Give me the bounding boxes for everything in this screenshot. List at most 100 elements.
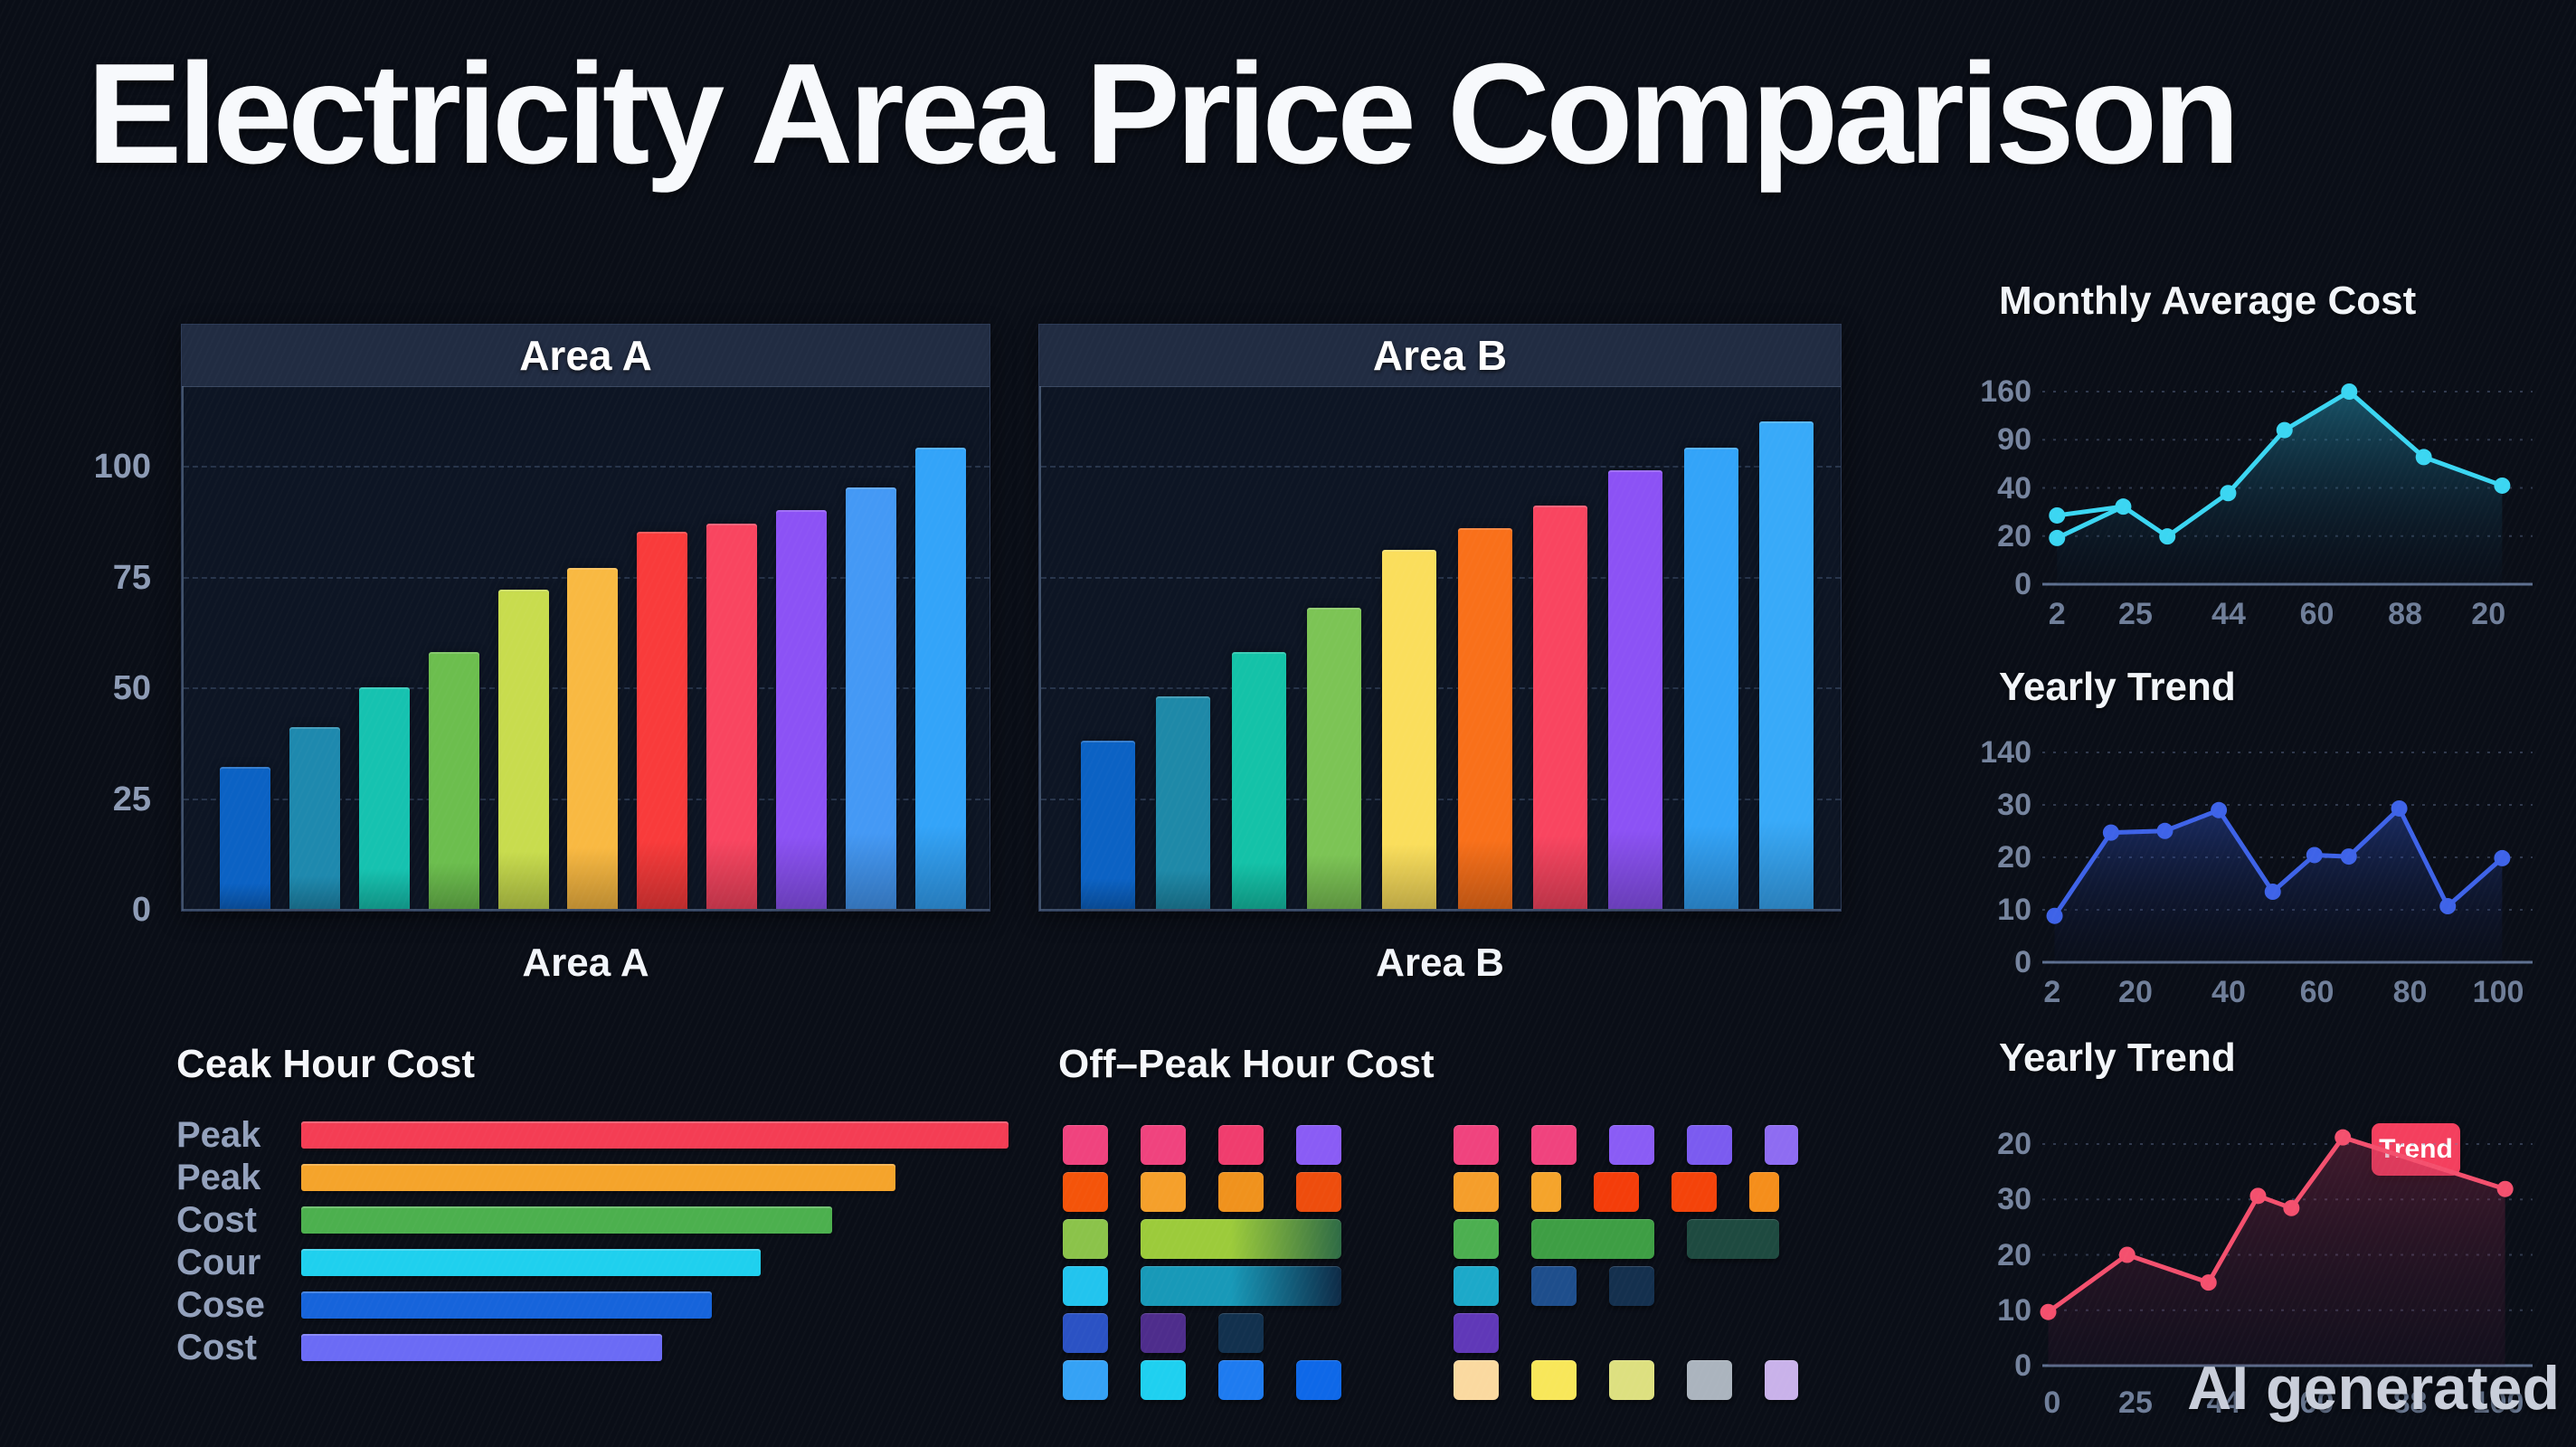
heat-tile [1218,1360,1264,1400]
data-point-marker [2211,801,2228,818]
y-tick-label: 0 [2014,1348,2031,1383]
y-tick-label: 90 [1997,422,2031,458]
heat-row [1454,1360,1798,1400]
hbar-row-label: Peak [176,1158,261,1197]
heat-tile [1454,1266,1499,1306]
data-point-marker [2049,529,2066,546]
heat-tile [1296,1172,1341,1212]
hbar-row: Cose [176,1285,1027,1325]
bar-area_a-7 [637,532,688,909]
bar-area_b-7 [1532,506,1587,909]
data-point-marker [2115,498,2132,515]
monthly-plot [2042,380,2533,586]
bar-area_a-1 [220,767,270,909]
data-point-marker [2200,1274,2217,1291]
heat-tile [1218,1313,1264,1353]
data-point-marker [2264,884,2281,901]
area-fill [2048,1137,2505,1366]
heat-tile [1609,1360,1654,1400]
area-b-chart-title: Area B [1039,325,1841,387]
heat-tile [1454,1125,1499,1165]
y-tick-label: 0 [2014,945,2031,979]
data-point-marker [2415,449,2432,466]
heat-tile [1063,1125,1108,1165]
heat-tile [1141,1219,1341,1259]
yearly-trend-bottom-chart: Yearly Trend Trend 0 10 20 30 20 0 25 44 60 88 100 [1979,1036,2576,1433]
gridline [1041,798,1841,800]
hbar-track [301,1121,1027,1149]
data-point-marker [2496,1180,2514,1197]
hbar-row: Peak [176,1117,1027,1153]
y-tick-label: 10 [1997,893,2031,927]
bar-area_b-4 [1306,608,1361,909]
x-tick-label: 44 [2206,1386,2241,1420]
hbar-row-label: Cost [176,1200,257,1240]
data-point-marker [2340,848,2357,865]
heat-tile [1531,1360,1577,1400]
x-tick-label: 60 [2299,597,2334,631]
trend-line [2054,389,2505,541]
x-tick-label: 25 [2118,597,2153,631]
hbar-row-label: Cose [176,1285,265,1325]
heat-tile [1531,1172,1561,1212]
x-tick-label: 0 [2043,1386,2061,1420]
data-point-marker [2439,898,2457,915]
data-point-marker [2040,1303,2057,1320]
x-tick-label: 100 [2472,1386,2524,1420]
y-tick-label: 20 [1997,1237,2031,1272]
bar-area_b-9 [1683,448,1738,909]
area-b-plot [1039,386,1841,911]
heat-tile [1296,1360,1341,1400]
hbar-track [301,1249,1027,1276]
y-tick-label: 30 [1997,1182,2031,1217]
heat-tile [1141,1266,1341,1306]
x-tick-label: 2 [2043,975,2061,1009]
hbar-track [301,1291,1027,1319]
yearly-trend-chart: Yearly Trend 0 10 20 30 140 2 20 40 60 80 100 [1979,665,2576,1026]
heat-tile [1063,1172,1108,1212]
heat-tile [1609,1125,1654,1165]
heat-tile [1531,1266,1577,1306]
data-point-marker [2283,1199,2300,1216]
heat-row [1063,1219,1341,1259]
heat-tile [1687,1360,1732,1400]
y-tick-label: 20 [1997,840,2031,875]
heat-tile [1749,1172,1779,1212]
heat-tile [1063,1360,1108,1400]
area-a-plot [182,386,990,911]
off-peak-grid-left [1063,1125,1341,1400]
bar-area_a-8 [706,524,758,909]
heat-tile [1141,1360,1186,1400]
y-tick-label: 50 [112,669,151,707]
heat-row [1454,1313,1798,1353]
bar-area_a-3 [358,687,410,909]
bar-area_b-1 [1081,741,1135,909]
heat-tile [1218,1172,1264,1212]
bar-area_a-9 [776,510,828,909]
off-peak-grid-right [1454,1125,1798,1400]
bar-area_b-2 [1156,696,1211,909]
data-point-marker [2276,421,2293,439]
heat-tile [1687,1219,1779,1259]
bar-area_a-11 [914,448,966,909]
area-b-bars [1081,421,1814,909]
y-tick-label: 20 [1997,518,2031,553]
ai-generated-watermark: AI generated [2187,1354,2560,1423]
data-point-marker [2049,506,2066,524]
hbar-row: Peak [176,1158,1027,1197]
data-point-marker [2159,528,2176,545]
bar-area_b-10 [1758,421,1814,909]
data-point-marker [2249,1187,2267,1205]
heat-row [1063,1313,1341,1353]
data-point-marker [2306,846,2323,864]
heat-tile [1672,1172,1717,1212]
x-tick-label: 40 [2211,975,2246,1009]
x-tick-label: 25 [2118,1386,2153,1420]
area-a-bars [220,448,966,909]
heat-row [1063,1266,1341,1306]
heat-tile [1063,1219,1108,1259]
hbar-bar [301,1206,832,1234]
peak-hour-cost-title: Ceak Hour Cost [176,1042,476,1086]
hbar-track [301,1206,1027,1234]
monthly-average-cost-title: Monthly Average Cost [1999,279,2417,323]
